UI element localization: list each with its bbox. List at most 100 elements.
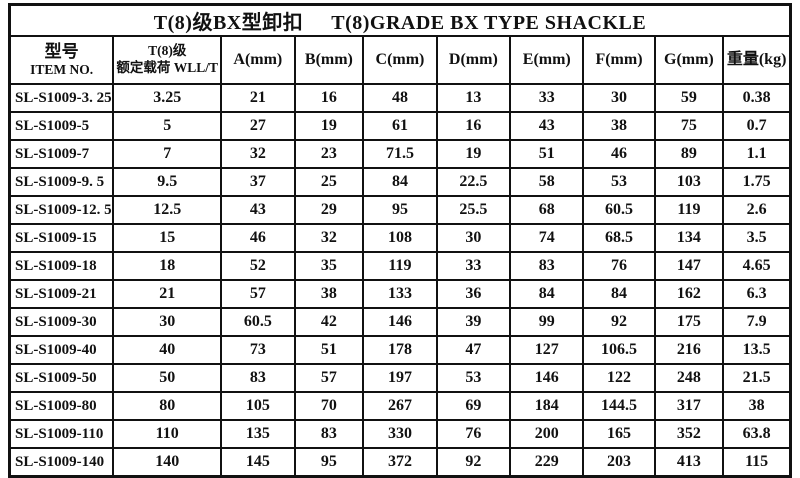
a-cell: 83 xyxy=(220,363,296,393)
a-cell: 46 xyxy=(220,223,296,253)
b-cell: 29 xyxy=(293,195,365,225)
d-cell: 30 xyxy=(435,223,512,253)
b-cell: 57 xyxy=(293,363,365,393)
weight-cell: 63.8 xyxy=(722,419,792,449)
e-cell: 200 xyxy=(509,419,585,449)
a-cell: 32 xyxy=(220,139,296,169)
table-title: T(8)级BX型卸扣 T(8)GRADE BX TYPE SHACKLE xyxy=(8,3,792,37)
d-cell: 92 xyxy=(435,447,512,478)
b-cell: 35 xyxy=(293,251,365,281)
e-cell: 51 xyxy=(509,139,585,169)
d-cell: 25.5 xyxy=(435,195,512,225)
a-cell: 105 xyxy=(220,391,296,421)
col-header-d: D(mm) xyxy=(435,35,512,85)
e-cell: 84 xyxy=(509,279,585,309)
c-cell: 197 xyxy=(362,363,438,393)
f-cell: 92 xyxy=(582,307,656,337)
col-header-f: F(mm) xyxy=(582,35,656,85)
c-cell: 61 xyxy=(362,111,438,141)
col-header-b: B(mm) xyxy=(293,35,365,85)
b-cell: 38 xyxy=(293,279,365,309)
b-cell: 83 xyxy=(293,419,365,449)
c-cell: 108 xyxy=(362,223,438,253)
table-row: SL-S1009-12. 5 12.5 43 29 95 25.5 68 60.5 119 2.6 xyxy=(8,195,792,225)
a-cell: 73 xyxy=(220,335,296,365)
d-cell: 36 xyxy=(435,279,512,309)
wll-cell: 15 xyxy=(112,223,223,253)
item-no-cell: SL-S1009-5 xyxy=(8,111,115,141)
c-cell: 267 xyxy=(362,391,438,421)
item-no-cell: SL-S1009-18 xyxy=(8,251,115,281)
d-cell: 13 xyxy=(435,83,512,113)
c-cell: 178 xyxy=(362,335,438,365)
weight-cell: 6.3 xyxy=(722,279,792,309)
g-cell: 175 xyxy=(653,307,725,337)
weight-cell: 4.65 xyxy=(722,251,792,281)
d-cell: 39 xyxy=(435,307,512,337)
weight-cell: 1.1 xyxy=(722,139,792,169)
col-header-item-no: 型号 ITEM NO. xyxy=(8,35,115,85)
f-cell: 84 xyxy=(582,279,656,309)
title-row: T(8)级BX型卸扣 T(8)GRADE BX TYPE SHACKLE xyxy=(8,3,792,37)
g-cell: 352 xyxy=(653,419,725,449)
item-no-cell: SL-S1009-30 xyxy=(8,307,115,337)
c-cell: 133 xyxy=(362,279,438,309)
wll-cell: 110 xyxy=(112,419,223,449)
a-cell: 52 xyxy=(220,251,296,281)
table-title-en: T(8)GRADE BX TYPE SHACKLE xyxy=(331,12,647,34)
b-cell: 25 xyxy=(293,167,365,197)
g-cell: 89 xyxy=(653,139,725,169)
weight-cell: 38 xyxy=(722,391,792,421)
table-row: SL-S1009-7 7 32 23 71.5 19 51 46 89 1.1 xyxy=(8,139,792,169)
weight-cell: 0.7 xyxy=(722,111,792,141)
table-row: SL-S1009-5 5 27 19 61 16 43 38 75 0.7 xyxy=(8,111,792,141)
f-cell: 122 xyxy=(582,363,656,393)
g-cell: 413 xyxy=(653,447,725,478)
weight-cell: 3.5 xyxy=(722,223,792,253)
e-cell: 146 xyxy=(509,363,585,393)
a-cell: 57 xyxy=(220,279,296,309)
col-header-weight: 重量(kg) xyxy=(722,35,792,85)
spec-table: T(8)级BX型卸扣 T(8)GRADE BX TYPE SHACKLE 型号 I… xyxy=(8,3,792,478)
wll-cell: 5 xyxy=(112,111,223,141)
a-cell: 60.5 xyxy=(220,307,296,337)
c-cell: 146 xyxy=(362,307,438,337)
b-cell: 32 xyxy=(293,223,365,253)
item-no-cell: SL-S1009-9. 5 xyxy=(8,167,115,197)
b-cell: 70 xyxy=(293,391,365,421)
c-cell: 48 xyxy=(362,83,438,113)
col-header-g: G(mm) xyxy=(653,35,725,85)
f-cell: 106.5 xyxy=(582,335,656,365)
f-cell: 144.5 xyxy=(582,391,656,421)
item-no-cell: SL-S1009-12. 5 xyxy=(8,195,115,225)
b-cell: 51 xyxy=(293,335,365,365)
col-header-wll-cn: T(8)级 xyxy=(148,43,187,59)
table-row: SL-S1009-110 110 135 83 330 76 200 165 352 63.8 xyxy=(8,419,792,449)
weight-cell: 1.75 xyxy=(722,167,792,197)
c-cell: 372 xyxy=(362,447,438,478)
b-cell: 42 xyxy=(293,307,365,337)
c-cell: 330 xyxy=(362,419,438,449)
f-cell: 38 xyxy=(582,111,656,141)
g-cell: 248 xyxy=(653,363,725,393)
table-row: SL-S1009-80 80 105 70 267 69 184 144.5 317 38 xyxy=(8,391,792,421)
d-cell: 16 xyxy=(435,111,512,141)
item-no-cell: SL-S1009-15 xyxy=(8,223,115,253)
f-cell: 60.5 xyxy=(582,195,656,225)
wll-cell: 50 xyxy=(112,363,223,393)
wll-cell: 30 xyxy=(112,307,223,337)
a-cell: 27 xyxy=(220,111,296,141)
b-cell: 95 xyxy=(293,447,365,478)
header-row: 型号 ITEM NO. T(8)级 额定载荷 WLL/T A(mm) B(mm)… xyxy=(8,35,792,85)
col-header-wll-en: 额定载荷 WLL/T xyxy=(116,60,219,75)
weight-cell: 13.5 xyxy=(722,335,792,365)
b-cell: 16 xyxy=(293,83,365,113)
table-row: SL-S1009-140 140 145 95 372 92 229 203 413 115 xyxy=(8,447,792,478)
g-cell: 317 xyxy=(653,391,725,421)
table-row: SL-S1009-50 50 83 57 197 53 146 122 248 21.5 xyxy=(8,363,792,393)
wll-cell: 18 xyxy=(112,251,223,281)
d-cell: 22.5 xyxy=(435,167,512,197)
wll-cell: 7 xyxy=(112,139,223,169)
g-cell: 134 xyxy=(653,223,725,253)
c-cell: 119 xyxy=(362,251,438,281)
